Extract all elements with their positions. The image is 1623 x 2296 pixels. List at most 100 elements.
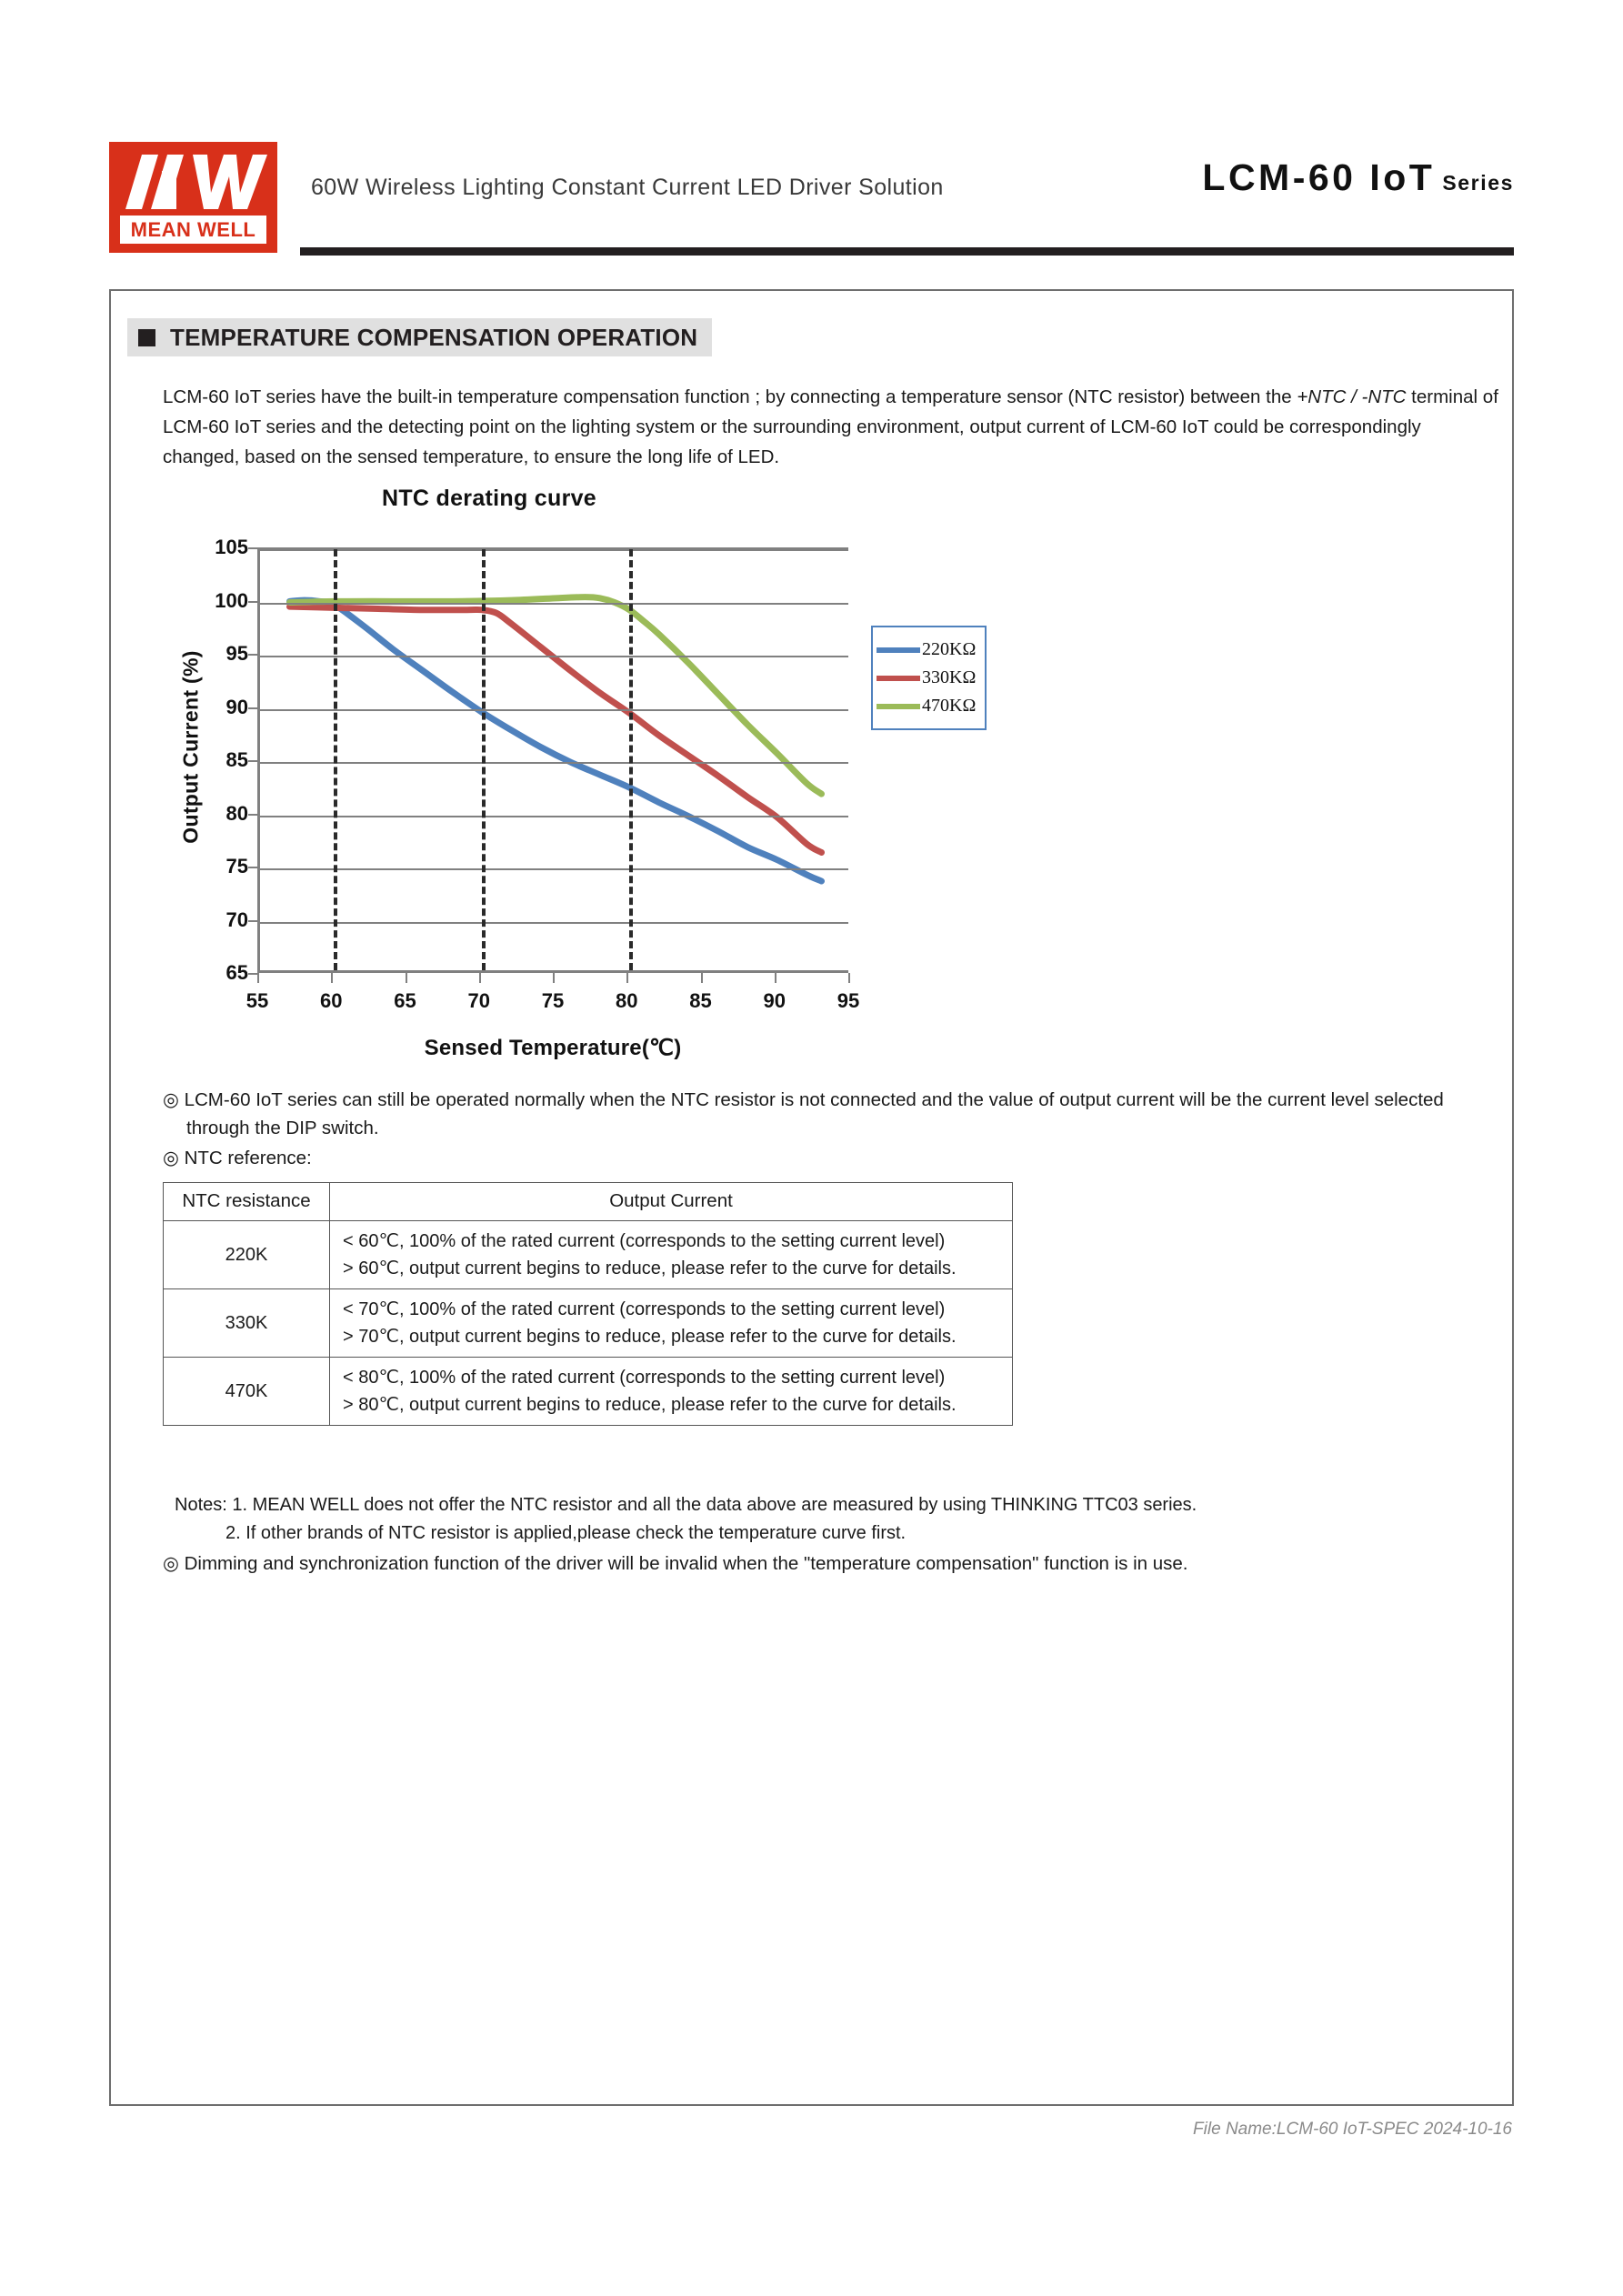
table-header-output-current: Output Current: [329, 1182, 1013, 1221]
bullet1-line1: LCM-60 IoT series can still be operated …: [184, 1089, 1444, 1110]
chart-gridline: [260, 549, 848, 551]
chart-x-axis: 55 60 65 70 75 80 85 90 95: [246, 973, 859, 1028]
logo-wordmark-text: MEAN WELL: [130, 217, 256, 241]
table-cell-resistance: 220K: [163, 1220, 330, 1289]
chart-y-tick-label: 105: [215, 536, 248, 558]
chart-y-tick-mark: [248, 600, 257, 603]
table-cell-description: < 60℃, 100% of the rated current (corres…: [329, 1220, 1013, 1289]
chart-y-tick-label: 95: [225, 642, 248, 665]
chart-gridline: [260, 815, 848, 817]
chart-legend-swatch: [877, 675, 920, 681]
chart-x-tick-mark: [700, 973, 703, 983]
chart-x-tick-label: 70: [467, 989, 490, 1012]
notes-block: Notes: 1. MEAN WELL does not offer the N…: [175, 1491, 1493, 1548]
chart-series-line: [286, 603, 825, 856]
table-cell-description: < 80℃, 100% of the rated current (corres…: [329, 1357, 1013, 1426]
chart-x-tick-label: 55: [245, 989, 269, 1012]
bullet2-text: NTC reference:: [184, 1148, 312, 1168]
chart-x-tick-label: 90: [763, 989, 786, 1012]
chart-y-tick-label: 80: [225, 801, 248, 825]
chart-reference-line: [334, 549, 338, 970]
chart-legend-item: 330KΩ: [877, 664, 976, 692]
header-model: LCM-60 IoT: [1202, 156, 1436, 198]
chart-y-tick-mark: [248, 973, 257, 975]
chart-x-tick-label: 95: [837, 989, 860, 1012]
chart-y-tick-mark: [248, 707, 257, 709]
footer-file-name: File Name:LCM-60 IoT-SPEC 2024-10-16: [1193, 2120, 1512, 2139]
chart-x-axis-label: Sensed Temperature(℃): [424, 1036, 682, 1060]
chart-legend-swatch: [877, 647, 920, 653]
intro-part1: LCM-60 IoT series have the built-in temp…: [163, 386, 1297, 407]
table-row: 220K < 60℃, 100% of the rated current (co…: [163, 1220, 1013, 1289]
chart-x-tick-mark: [774, 973, 776, 983]
chart-gridline: [260, 708, 848, 711]
chart-series-line: [286, 597, 825, 885]
table-cell-line-2: > 60℃, output current begins to reduce, …: [343, 1258, 957, 1278]
chart-y-tick-label: 85: [225, 748, 248, 771]
mw-mark-icon: [125, 155, 267, 209]
chart-x-tick-label: 75: [541, 989, 565, 1012]
table-cell-resistance: 470K: [163, 1357, 330, 1426]
chart-title: NTC derating curve: [382, 486, 597, 511]
chart-legend-item: 220KΩ: [877, 636, 976, 664]
table-header-row: NTC resistance Output Current: [163, 1182, 1013, 1221]
table-cell-description: < 70℃, 100% of the rated current (corres…: [329, 1288, 1013, 1358]
chart-y-tick-mark: [248, 760, 257, 762]
chart-y-tick-label: 75: [225, 855, 248, 877]
chart-y-tick-label: 70: [225, 907, 248, 931]
chart-legend-label: 330KΩ: [922, 667, 977, 687]
chart-gridline: [260, 602, 848, 605]
chart-curves: [286, 594, 825, 885]
chart-x-tick-mark: [478, 973, 481, 983]
chart-y-axis: 65 70 75 80 85 90 95 100 105: [186, 536, 257, 984]
bullet-mark-2: ◎: [163, 1148, 179, 1168]
chart-legend-swatch: [877, 703, 920, 709]
chart-legend-label: 220KΩ: [922, 639, 977, 659]
chart-x-tick-label: 60: [320, 989, 343, 1012]
chart-y-tick-mark: [248, 813, 257, 816]
chart-y-tick-label: 65: [225, 961, 248, 984]
table-row: 470K < 80℃, 100% of the rated current (co…: [163, 1357, 1013, 1426]
chart-gridline: [260, 656, 848, 657]
header-rule: [300, 247, 1514, 256]
section-title-text: TEMPERATURE COMPENSATION OPERATION: [170, 323, 698, 351]
chart-x-tick-mark: [553, 973, 555, 983]
mean-well-logo: MEAN WELL: [109, 142, 277, 253]
intro-emphasis: +NTC / -NTC: [1297, 386, 1407, 407]
ntc-reference-table: NTC resistance Output Current 220K < 60℃,…: [163, 1182, 1013, 1426]
chart-x-tick-label: 85: [689, 989, 712, 1012]
table-cell-line-1: < 60℃, 100% of the rated current (corres…: [343, 1231, 946, 1251]
logo-wordmark: MEAN WELL: [120, 216, 266, 244]
chart-gridline: [260, 762, 848, 764]
table-header-resistance: NTC resistance: [163, 1182, 330, 1221]
chart-y-tick-mark: [248, 547, 257, 549]
header-model-series: LCM-60 IoT Series: [1202, 156, 1514, 199]
bullet-operation-note: ◎ LCM-60 IoT series can still be operate…: [163, 1086, 1499, 1142]
chart-x-tick-mark: [331, 973, 334, 983]
chart-legend-item: 470KΩ: [877, 692, 976, 720]
notes-line2: 2. If other brands of NTC resistor is ap…: [225, 1523, 907, 1543]
bullet3-text: Dimming and synchronization function of …: [184, 1553, 1188, 1574]
intro-part2: terminal of LCM-60 IoT series and the de…: [163, 386, 1498, 467]
chart-gridline: [260, 921, 848, 924]
chart-reference-line: [481, 549, 486, 970]
chart-x-tick-mark: [848, 973, 850, 983]
chart-y-tick-label: 100: [215, 588, 248, 612]
header-series-word: Series: [1442, 171, 1514, 195]
table-cell-line-1: < 80℃, 100% of the rated current (corres…: [343, 1368, 946, 1388]
chart-x-tick-mark: [626, 973, 629, 983]
bullet-ntc-reference: ◎ NTC reference:: [163, 1144, 708, 1172]
section-title: TEMPERATURE COMPENSATION OPERATION: [127, 318, 713, 356]
ntc-derating-chart: NTC derating curve Output Current (%) 65…: [136, 480, 1046, 1080]
bullet-mark-3: ◎: [163, 1553, 179, 1574]
table-cell-line-2: > 70℃, output current begins to reduce, …: [343, 1327, 957, 1347]
chart-plot-area: [257, 547, 848, 973]
chart-legend: 220KΩ 330KΩ 470KΩ: [871, 626, 987, 730]
chart-x-tick-label: 65: [394, 989, 416, 1012]
table-cell-resistance: 330K: [163, 1288, 330, 1358]
chart-gridline: [260, 868, 848, 870]
square-bullet-icon: [138, 328, 155, 346]
bullet-mark-1: ◎: [163, 1089, 179, 1110]
chart-y-tick-mark: [248, 867, 257, 868]
table-cell-line-2: > 80℃, output current begins to reduce, …: [343, 1395, 957, 1415]
